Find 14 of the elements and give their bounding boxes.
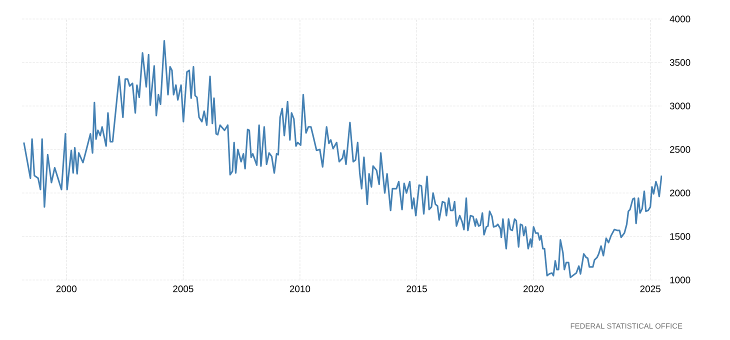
x-tick-label: 2010 <box>290 286 310 292</box>
y-tick-label: 1500 <box>670 233 690 240</box>
y-tick-label: 2500 <box>670 146 690 153</box>
y-tick-label: 2000 <box>670 190 690 196</box>
line-series <box>23 40 662 278</box>
x-tick-label: 2015 <box>406 286 427 292</box>
x-tick-label: 2025 <box>640 286 660 292</box>
x-tick-label: 2000 <box>56 286 77 292</box>
y-tick-label: 1000 <box>670 276 690 284</box>
y-tick-label: 4000 <box>670 16 690 22</box>
y-tick-label: 3000 <box>670 102 690 110</box>
y-tick-label: 3500 <box>670 59 690 66</box>
x-tick-label: 2020 <box>523 286 544 292</box>
x-tick-label: 2005 <box>173 286 194 292</box>
